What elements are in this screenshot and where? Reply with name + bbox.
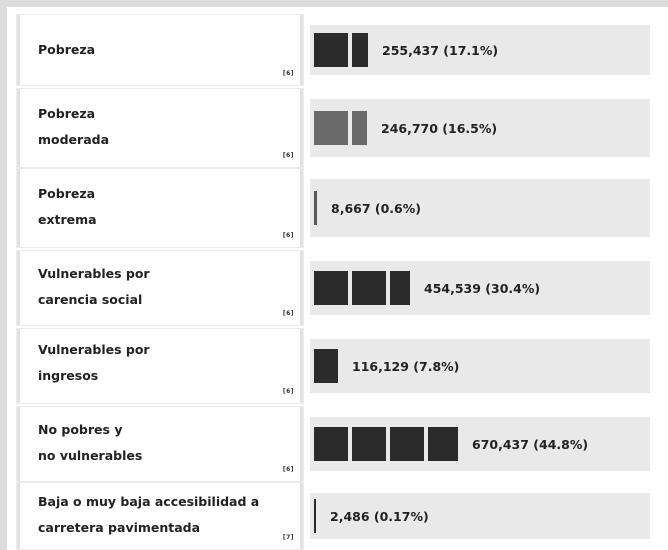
indicator-label: Vulnerables por ingresos bbox=[38, 342, 150, 383]
indicator-label-cell: No pobres y no vulnerables [6] bbox=[17, 407, 303, 481]
reference-marker[interactable]: [7] bbox=[282, 534, 294, 541]
indicator-value: 116,129 (7.8%) bbox=[352, 358, 460, 374]
reference-marker[interactable]: [6] bbox=[282, 466, 294, 473]
bar-group: 8,667 (0.6%) bbox=[314, 191, 421, 225]
bar-segment bbox=[352, 427, 386, 461]
indicator-label: Pobreza bbox=[38, 42, 96, 57]
bar-segment bbox=[352, 111, 367, 145]
bar-track: 8,667 (0.6%) bbox=[310, 179, 650, 237]
indicator-value: 255,437 (17.1%) bbox=[382, 42, 499, 58]
indicator-label-cell: Vulnerables por ingresos [6] bbox=[17, 329, 303, 403]
indicator-row-accesibilidad-carretera: Baja o muy baja accesibilidad a carreter… bbox=[7, 483, 668, 549]
indicator-label: Vulnerables por carencia social bbox=[38, 266, 150, 307]
indicator-value: 670,437 (44.8%) bbox=[472, 436, 589, 452]
bar-segment bbox=[390, 271, 410, 305]
indicator-row-vulnerables-carencia-social: Vulnerables por carencia social [6] 454,… bbox=[7, 251, 668, 325]
indicator-label: Pobreza extrema bbox=[38, 186, 97, 227]
indicator-label-cell: Pobreza extrema [6] bbox=[17, 169, 303, 247]
bar-track: 670,437 (44.8%) bbox=[310, 417, 650, 471]
reference-marker[interactable]: [6] bbox=[282, 152, 294, 159]
bar-group: 454,539 (30.4%) bbox=[314, 271, 540, 305]
bar-group: 116,129 (7.8%) bbox=[314, 349, 459, 383]
bar-group: 246,770 (16.5%) bbox=[314, 111, 497, 145]
indicator-value: 2,486 (0.17%) bbox=[330, 508, 429, 524]
indicator-row-vulnerables-ingresos: Vulnerables por ingresos [6] 116,129 (7.… bbox=[7, 329, 668, 403]
indicator-label-cell: Pobreza [6] bbox=[17, 15, 303, 85]
bar-segment bbox=[314, 499, 316, 533]
bar-segment bbox=[314, 191, 317, 225]
bar-segment bbox=[314, 349, 338, 383]
bar-segment bbox=[352, 33, 368, 67]
bar-track: 246,770 (16.5%) bbox=[310, 99, 650, 157]
bar-group: 670,437 (44.8%) bbox=[314, 427, 588, 461]
bar-segment bbox=[314, 111, 348, 145]
bar-segment bbox=[314, 271, 348, 305]
indicator-label-cell: Baja o muy baja accesibilidad a carreter… bbox=[17, 483, 303, 549]
indicator-row-pobreza-extrema: Pobreza extrema [6] 8,667 (0.6%) bbox=[7, 169, 668, 247]
indicator-value: 8,667 (0.6%) bbox=[331, 200, 421, 216]
indicator-label: Baja o muy baja accesibilidad a carreter… bbox=[38, 494, 260, 535]
bar-segment bbox=[390, 427, 424, 461]
indicator-value: 454,539 (30.4%) bbox=[424, 280, 541, 296]
bar-track: 454,539 (30.4%) bbox=[310, 261, 650, 315]
indicator-value: 246,770 (16.5%) bbox=[381, 120, 498, 136]
reference-marker[interactable]: [6] bbox=[282, 310, 294, 317]
indicator-row-pobreza: Pobreza [6] 255,437 (17.1%) bbox=[7, 15, 668, 85]
indicator-label: No pobres y no vulnerables bbox=[38, 422, 143, 463]
indicator-label-cell: Pobreza moderada [6] bbox=[17, 89, 303, 167]
bar-segment bbox=[314, 33, 348, 67]
reference-marker[interactable]: [6] bbox=[282, 70, 294, 77]
reference-marker[interactable]: [6] bbox=[282, 232, 294, 239]
bar-group: 2,486 (0.17%) bbox=[314, 499, 429, 533]
indicator-row-pobreza-moderada: Pobreza moderada [6] 246,770 (16.5%) bbox=[7, 89, 668, 167]
bar-segment bbox=[352, 271, 386, 305]
indicator-row-no-pobres-no-vulnerables: No pobres y no vulnerables [6] 670,437 (… bbox=[7, 407, 668, 481]
reference-marker[interactable]: [6] bbox=[282, 388, 294, 395]
bar-segment bbox=[314, 427, 348, 461]
bar-group: 255,437 (17.1%) bbox=[314, 33, 498, 67]
bar-track: 2,486 (0.17%) bbox=[310, 493, 650, 539]
indicator-label: Pobreza moderada bbox=[38, 106, 110, 147]
poverty-indicator-table: Pobreza [6] 255,437 (17.1%) Pobreza mode… bbox=[7, 7, 668, 550]
indicator-label-cell: Vulnerables por carencia social [6] bbox=[17, 251, 303, 325]
bar-segment bbox=[428, 427, 458, 461]
bar-track: 116,129 (7.8%) bbox=[310, 339, 650, 393]
bar-track: 255,437 (17.1%) bbox=[310, 25, 650, 75]
